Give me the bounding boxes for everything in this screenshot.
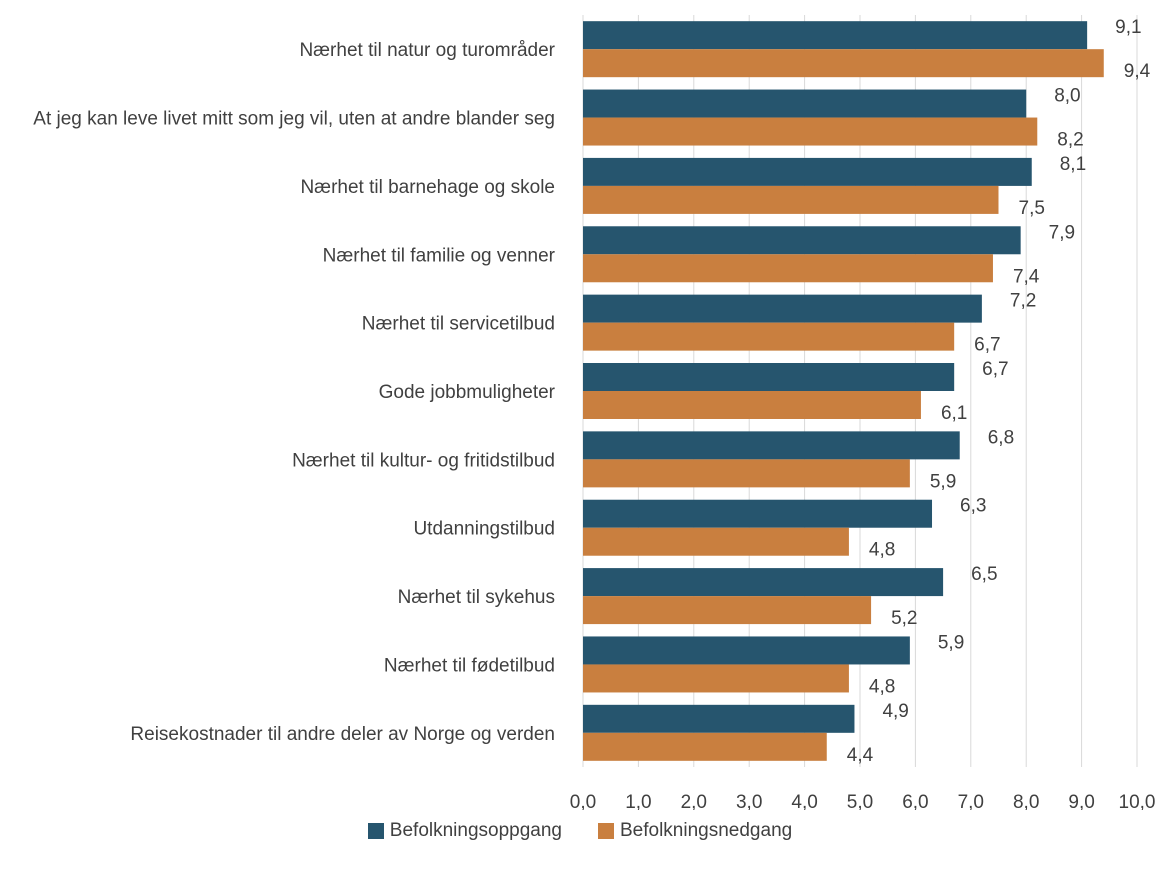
data-label-series-0: 8,0 xyxy=(1054,86,1080,107)
bar-series-1 xyxy=(583,322,955,351)
data-label-series-0: 6,8 xyxy=(988,427,1014,448)
legend-item-series-0: Befolkningsoppgang xyxy=(367,820,562,842)
data-label-series-0: 8,1 xyxy=(1060,154,1086,175)
bar-series-0 xyxy=(583,89,1027,118)
x-tick-label: 7,0 xyxy=(958,792,984,810)
bar-series-0 xyxy=(583,636,910,665)
bar-series-1 xyxy=(583,527,849,556)
data-label-series-0: 4,9 xyxy=(882,701,908,722)
data-label-series-1: 4,8 xyxy=(869,676,895,697)
category-label: Nærhet til barnehage og skole xyxy=(300,177,555,198)
category-label: Nærhet til kultur- og fritidstilbud xyxy=(292,450,555,471)
category-labels: Nærhet til natur og turområder At jeg kan… xyxy=(33,40,555,745)
data-label-series-1: 7,5 xyxy=(1019,198,1045,219)
data-labels: 9,1 9,4 8,0 8,2 8,1 7,57,9 7,4 7,2 6,7 6,7 6,1 6,8 5… xyxy=(847,17,1151,766)
legend-label: Befolkningsoppgang xyxy=(389,820,562,841)
data-label-series-1: 9,4 xyxy=(1124,61,1151,82)
bar-series-0 xyxy=(583,226,1021,255)
category-label: Nærhet til familie og venner xyxy=(323,245,556,266)
data-label-series-0: 6,7 xyxy=(982,359,1008,380)
data-label-series-1: 4,8 xyxy=(869,540,895,561)
category-label: Nærhet til natur og turområder xyxy=(299,40,555,61)
bar-series-1 xyxy=(583,664,849,693)
data-label-series-0: 7,2 xyxy=(1010,291,1036,312)
bar-series-0 xyxy=(583,499,933,528)
bars xyxy=(583,21,1104,761)
data-label-series-1: 5,9 xyxy=(930,471,956,492)
bar-series-1 xyxy=(583,391,921,419)
bar-series-0 xyxy=(583,704,855,733)
legend-swatch xyxy=(598,823,614,839)
bar-series-0 xyxy=(583,568,944,597)
legend-swatch xyxy=(367,823,384,839)
bar-series-0 xyxy=(583,363,955,391)
bar-series-0 xyxy=(583,157,1032,186)
x-tick-label: 1,0 xyxy=(625,792,651,810)
x-tick-label: 5,0 xyxy=(847,792,873,810)
legend-item-series-1: Befolkningsnedgang xyxy=(598,820,792,842)
x-tick-label: 3,0 xyxy=(736,792,762,810)
bar-series-0 xyxy=(583,21,1088,50)
x-tick-label: 4,0 xyxy=(791,792,817,810)
data-label-series-1: 4,4 xyxy=(847,745,874,766)
category-label: Gode jobbmuligheter xyxy=(379,382,556,403)
x-tick-label: 2,0 xyxy=(681,792,707,810)
bar-series-1 xyxy=(583,459,910,488)
x-axis-ticks: 0,0 1,0 2,0 3,0 4,0 5,0 6,0 7,0 8,0 9,0 10,0 xyxy=(570,792,1156,810)
bar-chart: Nærhet til natur og turområder At jeg kan… xyxy=(33,15,1156,810)
x-tick-label: 0,0 xyxy=(570,792,596,810)
x-tick-label: 8,0 xyxy=(1013,792,1039,810)
data-label-series-0: 9,1 xyxy=(1115,17,1141,38)
data-label-series-1: 6,7 xyxy=(974,335,1000,356)
bar-series-0 xyxy=(583,431,960,460)
x-tick-label: 6,0 xyxy=(902,792,928,810)
bar-series-1 xyxy=(583,596,872,625)
legend-label: Befolkningsnedgang xyxy=(620,820,793,841)
category-label: Utdanningstilbud xyxy=(413,519,555,540)
data-label-series-0: 7,9 xyxy=(1049,222,1075,243)
bar-series-1 xyxy=(583,185,999,214)
data-label-series-0: 6,3 xyxy=(960,496,986,517)
category-label: Nærhet til sykehus xyxy=(398,587,555,608)
bar-series-1 xyxy=(583,117,1038,146)
data-label-series-1: 8,2 xyxy=(1057,130,1083,151)
data-label-series-0: 6,5 xyxy=(971,564,997,585)
bar-series-0 xyxy=(583,294,982,323)
data-label-series-1: 7,4 xyxy=(1013,266,1040,287)
category-label: At jeg kan leve livet mitt som jeg vil, … xyxy=(33,109,555,130)
data-label-series-0: 5,9 xyxy=(938,632,964,653)
bar-series-1 xyxy=(583,254,993,283)
category-label: Nærhet til servicetilbud xyxy=(362,314,555,335)
bar-series-1 xyxy=(583,49,1104,78)
category-label: Nærhet til fødetilbud xyxy=(384,655,555,676)
x-tick-label: 10,0 xyxy=(1119,792,1156,810)
x-tick-label: 9,0 xyxy=(1068,792,1094,810)
legend: Befolkningsoppgang Befolkningsnedgang xyxy=(0,820,1160,842)
data-label-series-1: 5,2 xyxy=(891,608,917,629)
bar-series-1 xyxy=(583,732,827,761)
category-label: Reisekostnader til andre deler av Norge … xyxy=(130,724,555,745)
data-label-series-1: 6,1 xyxy=(941,403,967,424)
